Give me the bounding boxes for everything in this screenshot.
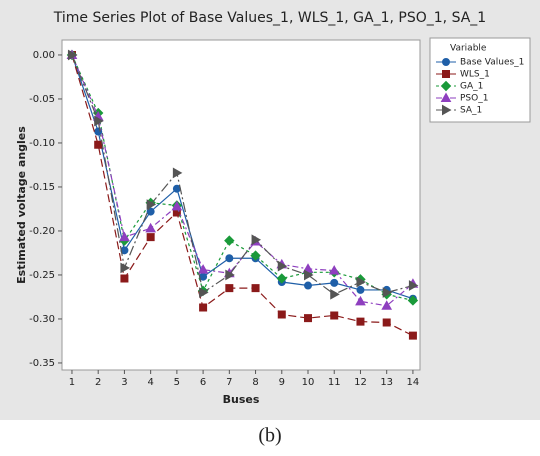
y-tick-label: -0.10 — [29, 138, 55, 149]
x-tick-label: 5 — [174, 377, 180, 388]
legend-marker — [442, 58, 450, 66]
point — [251, 284, 260, 293]
point — [330, 311, 339, 320]
point — [330, 288, 340, 300]
point — [407, 295, 419, 306]
point — [330, 278, 339, 287]
point — [382, 318, 391, 327]
point — [197, 264, 209, 274]
x-tick-label: 13 — [380, 377, 393, 388]
legend-label: GA_1 — [460, 82, 483, 92]
y-tick-label: -0.05 — [29, 94, 55, 105]
point — [225, 254, 234, 263]
legend-title: Variable — [450, 44, 487, 54]
x-tick-label: 4 — [147, 377, 153, 388]
point — [381, 300, 393, 310]
x-tick-label: 2 — [95, 377, 101, 388]
x-axis-label: Buses — [223, 393, 260, 406]
series-line — [71, 54, 414, 296]
point — [120, 274, 129, 283]
series-line — [71, 54, 414, 337]
legend-marker — [442, 104, 452, 116]
point — [172, 167, 183, 179]
point — [304, 314, 313, 323]
point — [356, 276, 366, 288]
chart-title: Time Series Plot of Base Values_1, WLS_1… — [53, 10, 486, 26]
y-tick-label: -0.15 — [29, 182, 55, 193]
point — [277, 310, 286, 319]
legend-label: Base Values_1 — [460, 58, 524, 68]
y-tick-label: -0.35 — [29, 358, 55, 369]
x-tick-label: 11 — [328, 377, 341, 388]
y-tick-label: -0.20 — [29, 226, 55, 237]
x-tick-label: 10 — [302, 377, 315, 388]
x-tick-label: 14 — [407, 377, 420, 388]
y-tick-label: -0.30 — [29, 314, 55, 325]
point — [251, 234, 262, 246]
legend-marker — [442, 70, 450, 78]
y-tick-label: 0.00 — [33, 50, 55, 61]
point — [277, 260, 288, 272]
x-tick-label: 1 — [69, 377, 75, 388]
x-tick-label: 12 — [354, 377, 367, 388]
point — [304, 269, 314, 281]
legend-marker — [440, 92, 452, 102]
x-tick-label: 6 — [200, 377, 206, 388]
x-tick-label: 7 — [226, 377, 232, 388]
legend-label: WLS_1 — [460, 70, 490, 80]
point — [355, 295, 366, 306]
point — [356, 317, 365, 326]
point — [304, 281, 313, 290]
point — [224, 235, 235, 246]
point — [119, 231, 130, 242]
point — [145, 222, 157, 233]
point — [146, 233, 155, 242]
x-tick-label: 3 — [121, 377, 127, 388]
point — [250, 250, 261, 261]
point — [225, 284, 234, 293]
legend-label: SA_1 — [460, 106, 482, 116]
point — [382, 287, 393, 298]
y-tick-label: -0.25 — [29, 270, 55, 281]
x-tick-label: 9 — [279, 377, 285, 388]
point — [171, 200, 183, 211]
point — [94, 115, 104, 127]
point — [328, 265, 340, 275]
point — [94, 140, 103, 149]
point — [67, 49, 78, 61]
point — [146, 199, 157, 210]
x-tick-label: 8 — [252, 377, 258, 388]
caption: (b) — [258, 425, 281, 447]
point — [199, 287, 209, 298]
y-axis-label: Estimated voltage angles — [15, 126, 28, 284]
legend-label: PSO_1 — [460, 94, 488, 104]
point — [120, 262, 130, 274]
point — [225, 269, 235, 281]
point — [199, 303, 208, 312]
point — [408, 280, 419, 291]
legend-marker — [440, 80, 452, 92]
series-line — [71, 54, 414, 302]
plot-area — [61, 39, 421, 371]
point — [276, 273, 287, 284]
point — [408, 331, 417, 340]
point — [356, 285, 365, 294]
